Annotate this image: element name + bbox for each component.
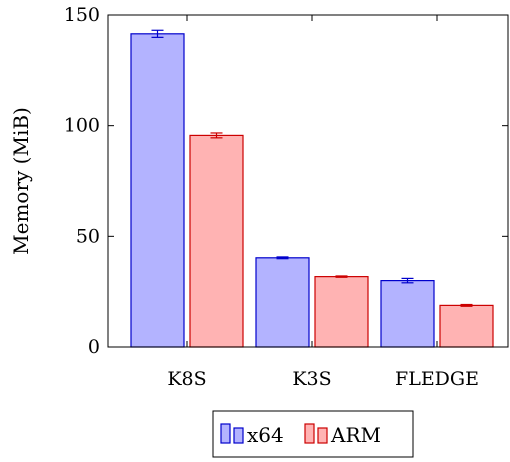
y-axis-label: Memory (MiB) [9, 107, 33, 255]
y-tick-label: 0 [88, 336, 100, 358]
bar-arm-k8s [189, 134, 244, 348]
axes-group [107, 14, 509, 348]
legend-swatch-x64-2 [233, 427, 244, 444]
x-tick-label: K3S [292, 368, 331, 390]
y-ticks-group: 0 50 100 150 [64, 4, 508, 358]
plot-frame [107, 14, 509, 348]
bar-x64-fledge [380, 280, 435, 348]
bar-arm-k3s [314, 276, 369, 348]
bars-group [130, 29, 494, 348]
x-ticks-group: K8S K3S FLEDGE [167, 15, 479, 390]
legend-label-x64: x64 [247, 423, 284, 447]
x-tick-label: FLEDGE [395, 368, 479, 390]
legend: x64 ARM [212, 410, 414, 458]
legend-swatch-x64 [220, 423, 231, 444]
y-tick-label: 50 [76, 225, 100, 247]
y-tick-label: 150 [64, 4, 100, 26]
bar-x64-k3s [255, 257, 310, 348]
bar-arm-fledge [439, 304, 494, 348]
legend-swatch-arm-2 [317, 427, 328, 444]
y-tick-label: 100 [64, 115, 100, 137]
x-tick-label: K8S [167, 368, 206, 390]
legend-label-arm: ARM [330, 423, 381, 447]
bar-x64-k8s [130, 33, 185, 348]
legend-swatch-arm [304, 423, 315, 444]
